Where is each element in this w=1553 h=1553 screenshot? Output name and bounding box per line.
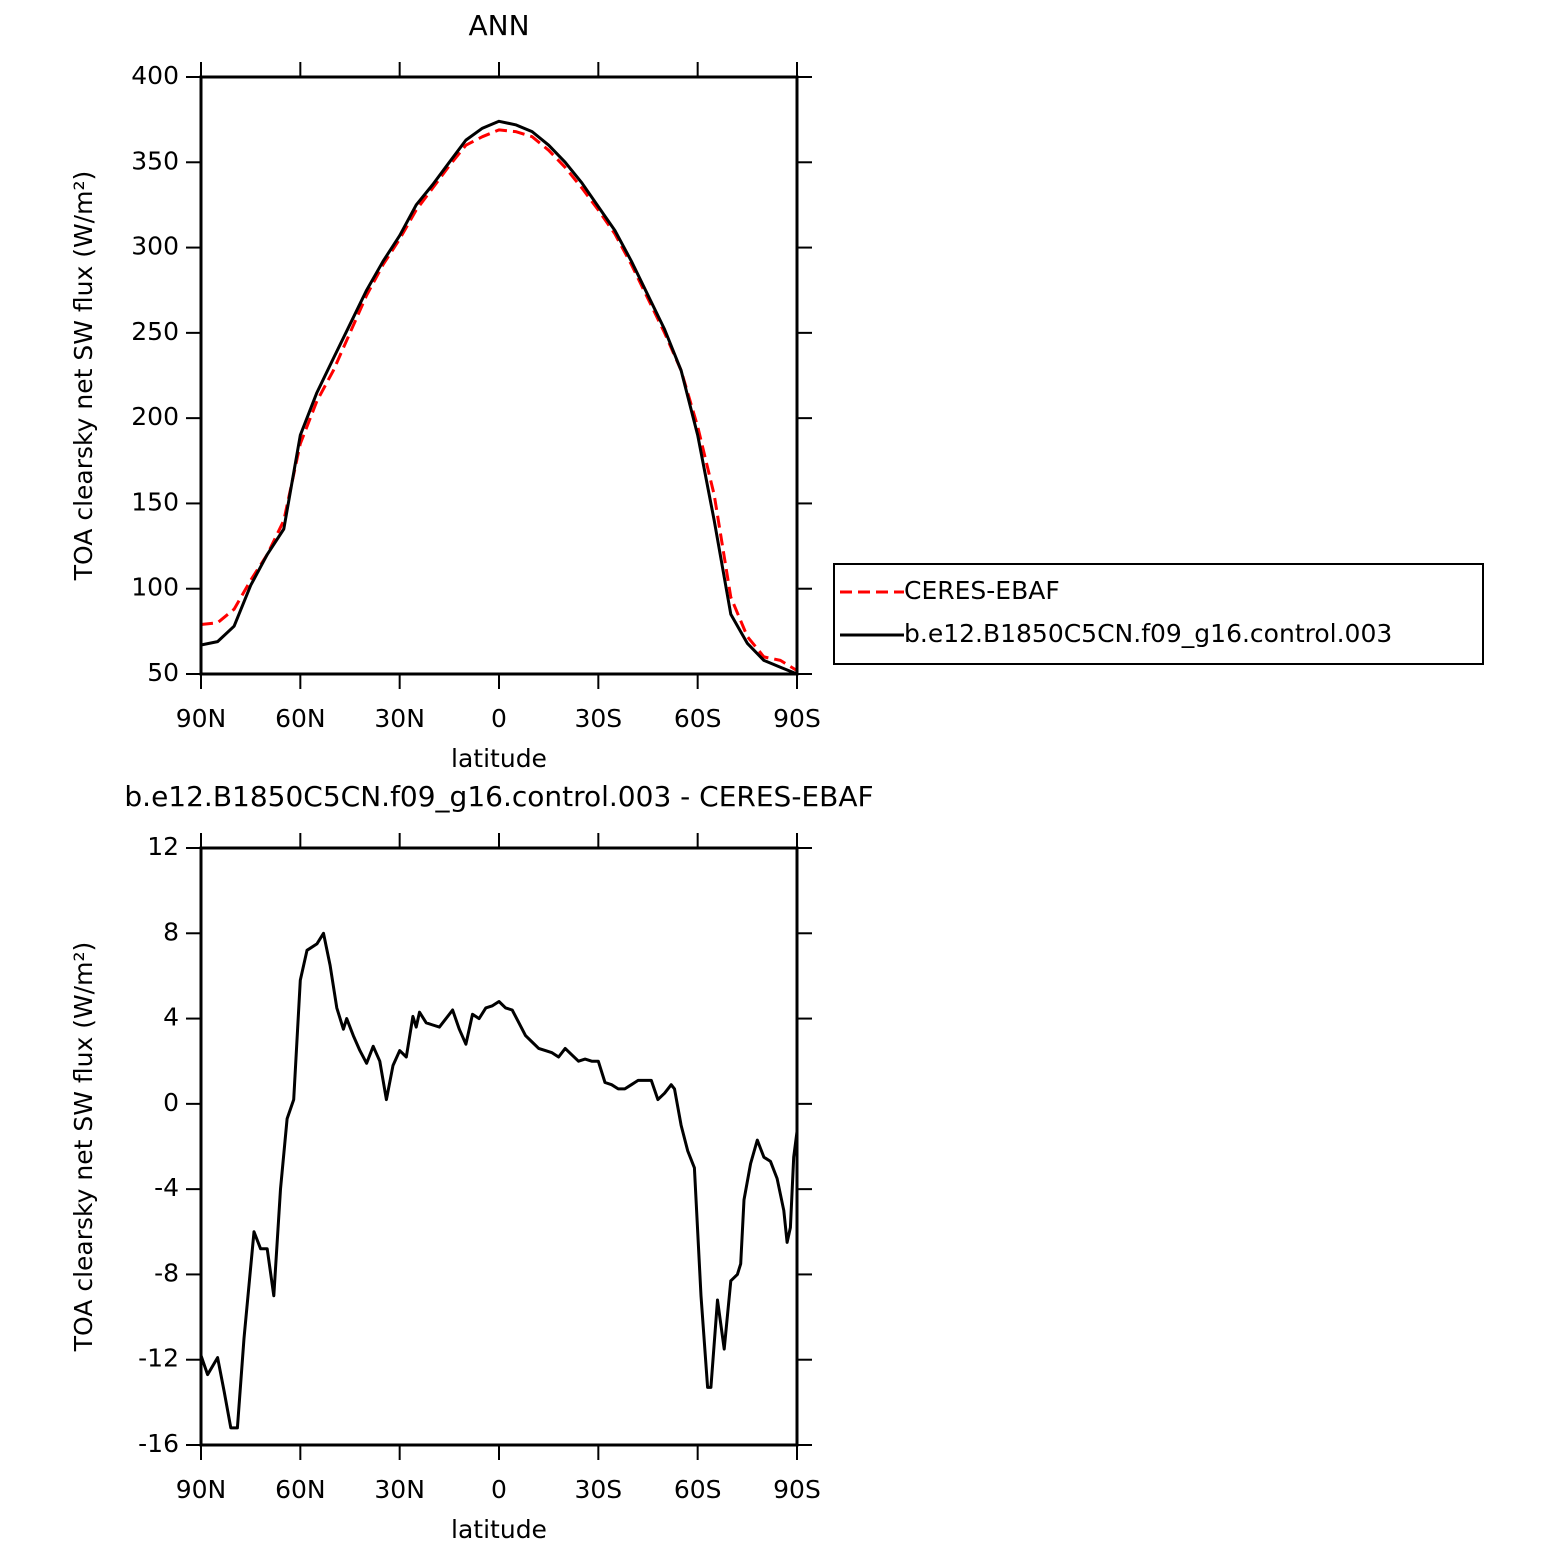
y-axis-label: TOA clearsky net SW flux (W/m²) <box>69 942 98 1352</box>
x-axis-label: latitude <box>451 1515 547 1544</box>
x-tick-label: 30N <box>374 1475 425 1504</box>
x-tick-label: 30S <box>574 704 622 733</box>
y-tick-label: 50 <box>147 658 179 687</box>
x-tick-label: 60S <box>674 1475 722 1504</box>
x-tick-label: 90S <box>773 1475 821 1504</box>
data-line <box>200 128 798 672</box>
x-tick-label: 30S <box>574 1475 622 1504</box>
x-tick-label: 60N <box>275 704 326 733</box>
x-axis-label: latitude <box>451 744 547 773</box>
y-tick-label: 150 <box>131 487 179 516</box>
y-tick-label: 4 <box>163 1003 179 1032</box>
data-line <box>199 931 799 1430</box>
y-axis-label: TOA clearsky net SW flux (W/m²) <box>69 171 98 581</box>
y-tick-label: -8 <box>154 1258 179 1287</box>
y-tick-label: 0 <box>163 1088 179 1117</box>
x-tick-label: 60N <box>275 1475 326 1504</box>
y-tick-label: 8 <box>163 917 179 946</box>
y-tick-label: -4 <box>154 1173 179 1202</box>
chart-title: ANN <box>468 9 529 42</box>
y-tick-label: -16 <box>138 1429 179 1458</box>
y-tick-label: 12 <box>147 832 179 861</box>
x-tick-label: 30N <box>374 704 425 733</box>
chart-title: b.e12.B1850C5CN.f09_g16.control.003 - CE… <box>124 780 873 813</box>
y-tick-label: -12 <box>138 1344 179 1373</box>
x-tick-label: 90N <box>176 1475 227 1504</box>
legend-label: b.e12.B1850C5CN.f09_g16.control.003 <box>904 619 1392 648</box>
x-tick-label: 0 <box>491 1475 507 1504</box>
y-tick-label: 400 <box>131 61 179 90</box>
x-tick-label: 90S <box>773 704 821 733</box>
y-tick-label: 300 <box>131 232 179 261</box>
y-tick-label: 350 <box>131 146 179 175</box>
x-tick-label: 60S <box>674 704 722 733</box>
y-tick-label: 100 <box>131 573 179 602</box>
y-tick-label: 250 <box>131 317 179 346</box>
x-tick-label: 0 <box>491 704 507 733</box>
plot-frame <box>199 75 799 676</box>
plot-frame <box>199 846 799 1447</box>
legend-box <box>833 563 1484 665</box>
legend-label: CERES-EBAF <box>904 576 1060 605</box>
y-tick-label: 200 <box>131 402 179 431</box>
data-line <box>200 119 798 676</box>
x-tick-label: 90N <box>176 704 227 733</box>
